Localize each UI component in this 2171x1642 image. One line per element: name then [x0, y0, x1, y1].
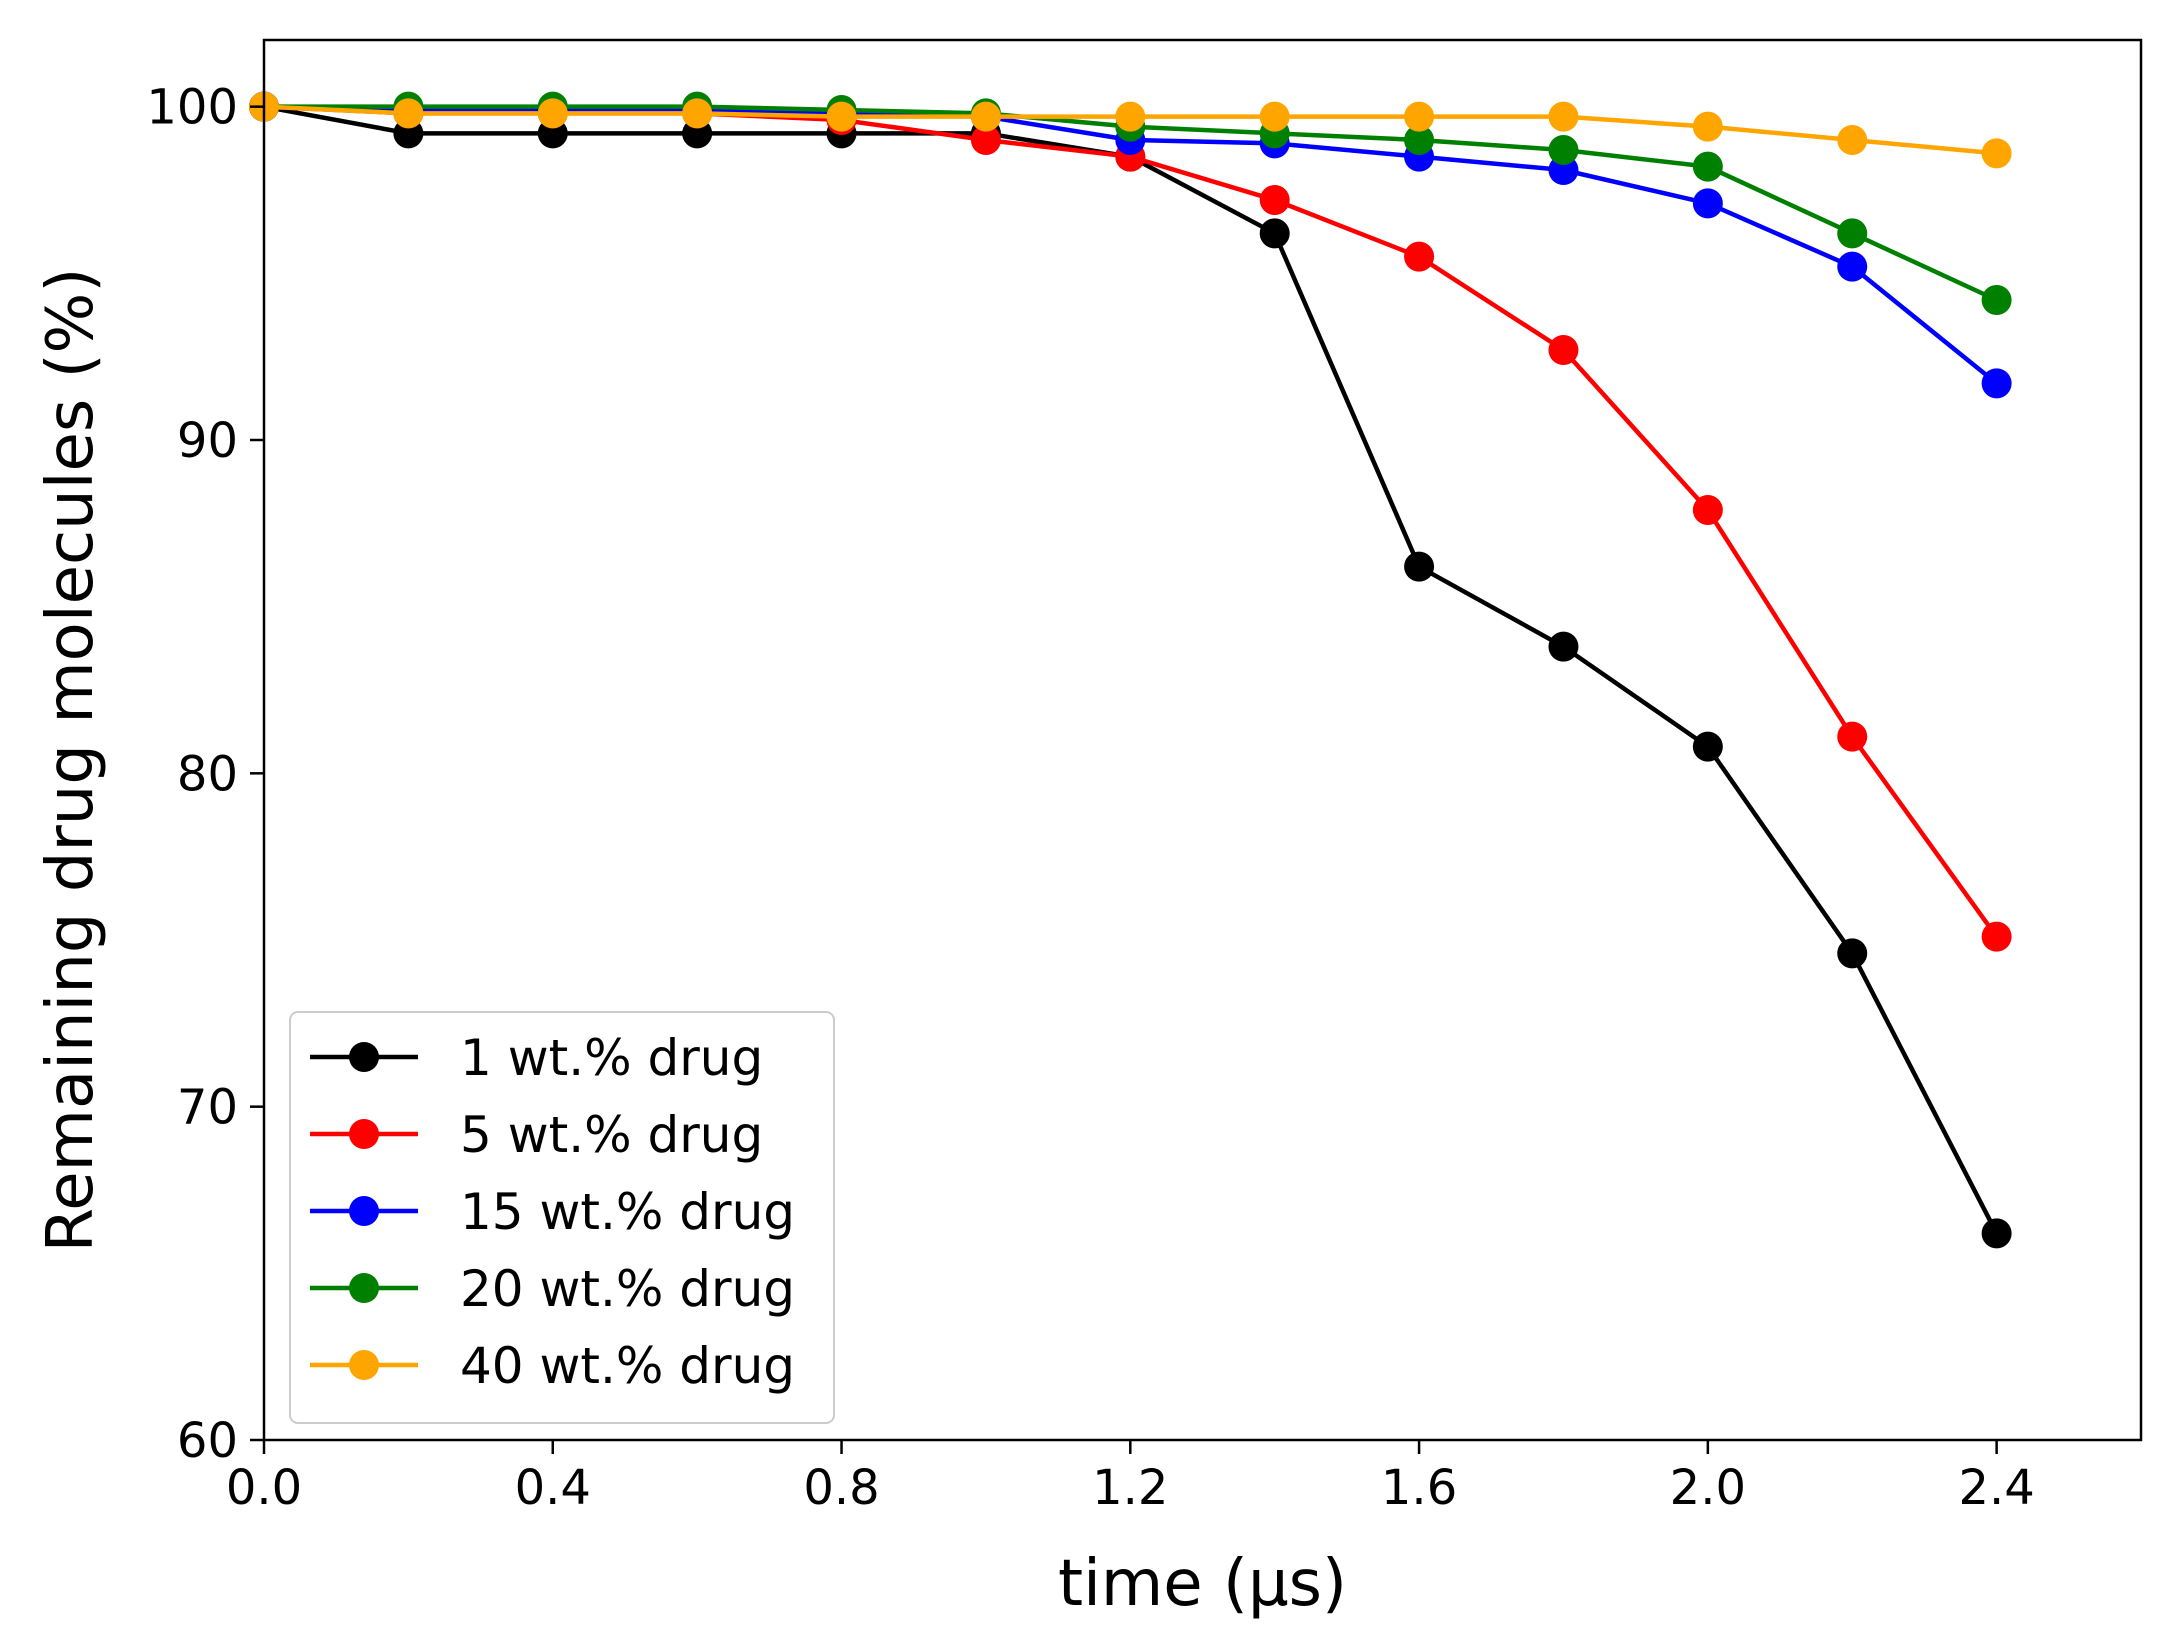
legend-box [289, 1011, 835, 1424]
data-point [1115, 101, 1146, 132]
data-point [1981, 368, 2012, 399]
data-point [682, 98, 713, 129]
series-line [263, 104, 1999, 938]
data-point [1548, 101, 1579, 132]
data-point [1981, 138, 2012, 169]
legend-marker [349, 1042, 379, 1072]
data-point [1692, 731, 1723, 762]
series-layer [249, 91, 2012, 1249]
legend-item: 1 wt.% drug [310, 1029, 763, 1087]
legend: 1 wt.% drug 5 wt.% drug 15 wt.% drug 20 wt.… [289, 1011, 835, 1424]
x-tick-label: 2.4 [1958, 1460, 2034, 1516]
x-tick-label: 1.6 [1381, 1460, 1457, 1516]
data-point [1259, 101, 1290, 132]
y-tick-label: 80 [177, 746, 238, 802]
data-point [1548, 631, 1579, 662]
data-point [1837, 251, 1868, 282]
y-tick-label: 70 [177, 1080, 238, 1136]
data-point [970, 101, 1001, 132]
data-point [1837, 218, 1868, 249]
data-point [970, 125, 1001, 155]
x-tick-label: 0.8 [803, 1460, 879, 1516]
legend-marker [349, 1273, 379, 1303]
y-tick-label: 90 [177, 413, 238, 469]
legend-marker [349, 1119, 379, 1149]
x-tick-label: 2.0 [1670, 1460, 1746, 1516]
data-point [393, 98, 424, 129]
y-tick-label: 100 [146, 80, 238, 136]
x-tick-label: 0.4 [515, 1460, 591, 1516]
data-point [1837, 938, 1868, 969]
legend-label: 20 wt.% drug [460, 1260, 795, 1318]
y-axis: 60 70 80 90 100 [146, 80, 264, 1469]
data-point [1548, 335, 1579, 365]
x-axis: 0.0 0.4 0.8 1.2 1.6 2.0 2.4 [226, 1440, 2035, 1516]
legend-item: 15 wt.% drug [310, 1183, 795, 1241]
data-point [1692, 151, 1723, 182]
data-point [1837, 721, 1868, 752]
data-point [1981, 921, 2012, 952]
legend-item: 40 wt.% drug [310, 1337, 795, 1395]
data-point [1692, 188, 1723, 219]
data-point [826, 101, 857, 132]
data-point [1981, 1218, 2012, 1249]
y-axis-label: Remaining drug molecules (%) [34, 268, 108, 1253]
data-point [1692, 495, 1723, 525]
data-point [537, 98, 568, 129]
data-point [1259, 218, 1290, 249]
data-point [1404, 125, 1435, 155]
legend-label: 1 wt.% drug [460, 1029, 763, 1087]
data-point [1981, 285, 2012, 315]
data-point [1259, 185, 1290, 215]
data-point [1404, 551, 1435, 582]
x-tick-label: 0.0 [226, 1460, 302, 1516]
legend-label: 15 wt.% drug [460, 1183, 795, 1241]
legend-label: 40 wt.% drug [460, 1337, 795, 1395]
plot-frame [262, 38, 2143, 1442]
legend-item: 5 wt.% drug [310, 1106, 763, 1164]
legend-label: 5 wt.% drug [460, 1106, 763, 1164]
data-point [1837, 125, 1868, 155]
legend-marker [349, 1196, 379, 1226]
legend-item: 20 wt.% drug [310, 1260, 795, 1318]
data-point [1404, 101, 1435, 132]
y-tick-label: 60 [177, 1413, 238, 1469]
x-axis-label: time (μs) [1058, 1547, 1347, 1621]
data-point [1404, 241, 1435, 272]
data-point [1548, 135, 1579, 165]
x-tick-label: 1.2 [1092, 1460, 1168, 1516]
legend-marker [349, 1350, 379, 1380]
data-point [1692, 111, 1723, 142]
